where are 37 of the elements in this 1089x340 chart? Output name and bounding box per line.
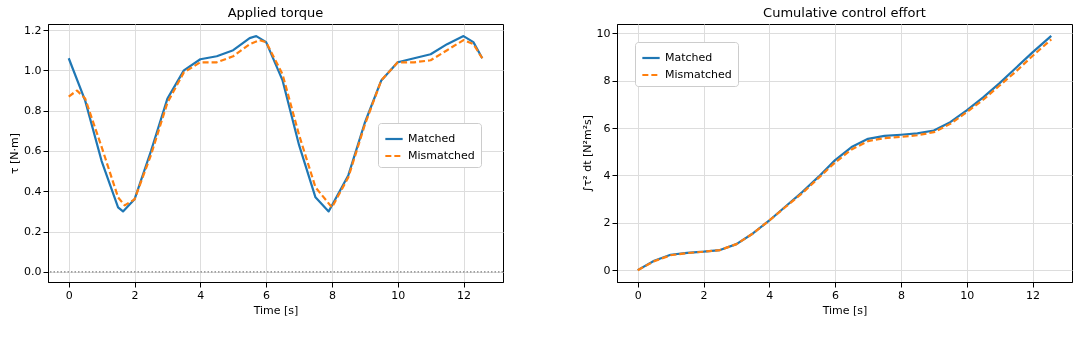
x-tick-label: 12 <box>1026 288 1041 302</box>
x-axis-title: Time [s] <box>821 303 868 317</box>
x-axis-title: Time [s] <box>252 303 299 317</box>
y-tick-label: 4 <box>603 168 611 182</box>
legend-label: Matched <box>665 51 713 64</box>
x-tick-label: 10 <box>960 288 975 302</box>
y-tick-label: 0.0 <box>24 265 42 279</box>
x-tick-label: 2 <box>131 288 139 302</box>
chart-title: Applied torque <box>227 5 324 20</box>
y-tick-label: 0.6 <box>24 144 42 158</box>
x-tick-label: 8 <box>897 288 905 302</box>
y-tick-label: 0 <box>603 263 611 277</box>
x-tick-label: 4 <box>766 288 774 302</box>
y-tick-label: 8 <box>603 74 611 88</box>
x-tick-label: 12 <box>457 288 472 302</box>
y-axis-title: τ [N·m] <box>8 132 22 175</box>
y-tick-label: 6 <box>603 121 611 135</box>
y-tick-label: 10 <box>596 26 611 40</box>
x-tick-label: 8 <box>328 288 336 302</box>
y-axis-title: ∫τ² dt [N²m²s] <box>580 114 594 193</box>
x-tick-label: 6 <box>263 288 271 302</box>
x-tick-label: 10 <box>391 288 406 302</box>
legend-label: Mismatched <box>665 68 732 81</box>
chart-title: Cumulative control effort <box>763 5 926 20</box>
x-tick-label: 0 <box>634 288 642 302</box>
y-tick-label: 1.0 <box>24 63 42 77</box>
x-tick-label: 0 <box>65 288 73 302</box>
x-tick-label: 6 <box>832 288 840 302</box>
x-tick-label: 4 <box>197 288 205 302</box>
y-tick-label: 0.2 <box>24 225 42 239</box>
y-tick-label: 1.2 <box>24 23 42 37</box>
y-tick-label: 0.8 <box>24 104 42 118</box>
y-tick-label: 0.4 <box>24 184 42 198</box>
y-tick-label: 2 <box>603 216 611 230</box>
legend-label: Mismatched <box>408 149 475 162</box>
x-tick-label: 2 <box>700 288 708 302</box>
legend-label: Matched <box>408 132 456 145</box>
